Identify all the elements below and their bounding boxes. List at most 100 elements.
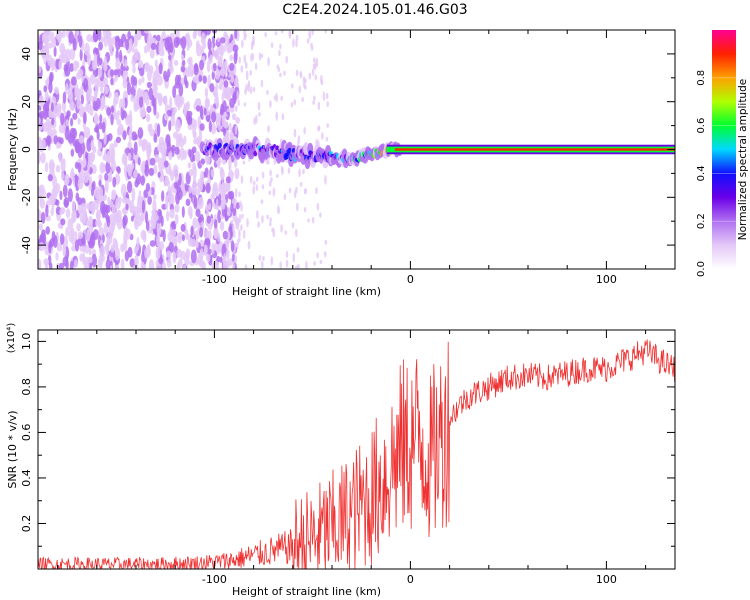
noise-speck bbox=[210, 193, 215, 200]
noise-speck bbox=[86, 152, 93, 166]
noise-speck bbox=[252, 180, 256, 186]
x-tick-label: 0 bbox=[407, 573, 414, 586]
noise-speck bbox=[74, 173, 78, 188]
snr-panel: -100 0 100 0.2 0.4 0.6 0.8 1.0 Height of straigh… bbox=[6, 323, 676, 598]
noise-speck bbox=[221, 243, 228, 258]
noise-speck bbox=[152, 193, 157, 200]
noise-speck bbox=[78, 135, 85, 144]
noise-speck bbox=[158, 62, 163, 75]
noise-speck bbox=[91, 59, 98, 71]
noise-speck bbox=[204, 87, 209, 98]
noise-speck bbox=[130, 215, 134, 222]
noise-speck bbox=[234, 167, 240, 180]
noise-speck bbox=[222, 200, 226, 210]
noise-speck bbox=[270, 42, 274, 49]
noise-speck bbox=[144, 62, 150, 71]
noise-speck bbox=[316, 252, 319, 259]
noise-speck bbox=[227, 231, 231, 240]
noise-speck bbox=[258, 255, 262, 261]
noise-speck bbox=[180, 223, 186, 232]
noise-speck bbox=[83, 261, 87, 269]
noise-speck bbox=[43, 258, 50, 266]
noise-speck bbox=[171, 220, 177, 231]
noise-speck bbox=[137, 156, 141, 166]
noise-speck bbox=[303, 82, 306, 88]
noise-speck bbox=[93, 199, 99, 211]
noise-speck bbox=[266, 89, 269, 96]
noise-speck bbox=[324, 30, 327, 34]
noise-speck bbox=[118, 49, 123, 63]
noise-speck bbox=[103, 85, 109, 95]
noise-speck bbox=[53, 45, 57, 58]
noise-speck bbox=[45, 226, 51, 235]
carrier-core bbox=[394, 148, 675, 151]
noise-speck bbox=[48, 108, 52, 119]
noise-speck bbox=[44, 161, 49, 173]
noise-speck bbox=[174, 119, 181, 133]
noise-speck bbox=[311, 216, 315, 224]
noise-speck bbox=[105, 160, 111, 174]
noise-speck bbox=[196, 228, 200, 239]
noise-speck bbox=[209, 54, 213, 64]
noise-speck bbox=[156, 233, 161, 247]
x-axis-label: Height of straight line (km) bbox=[232, 285, 381, 298]
noise-speck bbox=[118, 196, 122, 204]
noise-speck bbox=[244, 61, 248, 70]
noise-speck bbox=[96, 130, 100, 141]
noise-speck bbox=[221, 67, 225, 77]
noise-speck bbox=[255, 184, 259, 192]
noise-speck bbox=[88, 248, 92, 256]
noise-speck bbox=[211, 242, 215, 255]
noise-speck bbox=[126, 82, 132, 96]
noise-speck bbox=[322, 91, 326, 102]
noise-speck bbox=[157, 143, 163, 153]
noise-speck bbox=[150, 42, 157, 51]
noise-speck bbox=[127, 141, 132, 150]
noise-speck bbox=[240, 224, 243, 231]
noise-speck bbox=[72, 37, 77, 51]
noise-speck bbox=[80, 140, 86, 155]
noise-speck bbox=[110, 105, 115, 113]
noise-speck bbox=[268, 190, 272, 195]
noise-speck bbox=[149, 240, 156, 247]
noise-speck bbox=[92, 229, 99, 241]
noise-speck bbox=[143, 189, 149, 199]
noise-speck bbox=[75, 144, 81, 154]
noise-speck bbox=[137, 59, 144, 69]
noise-speck bbox=[151, 94, 155, 107]
noise-speck bbox=[285, 55, 288, 64]
spectrogram-image bbox=[38, 30, 675, 269]
noise-speck bbox=[266, 214, 269, 220]
noise-speck bbox=[206, 215, 211, 224]
noise-speck bbox=[195, 208, 201, 218]
noise-speck bbox=[106, 150, 112, 164]
noise-speck bbox=[64, 54, 68, 64]
noise-speck bbox=[207, 38, 212, 51]
y-tick-label: 20 bbox=[20, 95, 33, 109]
noise-speck bbox=[174, 204, 180, 213]
noise-speck bbox=[52, 104, 59, 118]
noise-speck bbox=[53, 135, 59, 145]
noise-speck bbox=[64, 66, 71, 77]
noise-speck bbox=[275, 92, 278, 103]
noise-speck bbox=[250, 53, 253, 63]
noise-speck bbox=[313, 95, 316, 102]
noise-speck bbox=[287, 167, 291, 174]
chart-title: C2E4.2024.105.01.46.G03 bbox=[282, 2, 468, 18]
noise-speck bbox=[111, 204, 116, 215]
noise-speck bbox=[38, 65, 42, 74]
noise-speck bbox=[60, 159, 66, 173]
noise-speck bbox=[195, 43, 202, 57]
noise-speck bbox=[158, 157, 164, 172]
noise-speck bbox=[206, 59, 211, 73]
noise-speck bbox=[88, 82, 92, 94]
noise-speck bbox=[69, 260, 74, 269]
noise-speck bbox=[122, 207, 127, 215]
noise-speck bbox=[136, 53, 141, 61]
noise-speck bbox=[155, 246, 161, 260]
noise-speck bbox=[267, 56, 270, 67]
noise-speck bbox=[62, 184, 68, 198]
noise-speck bbox=[308, 32, 312, 40]
noise-speck bbox=[260, 260, 264, 269]
